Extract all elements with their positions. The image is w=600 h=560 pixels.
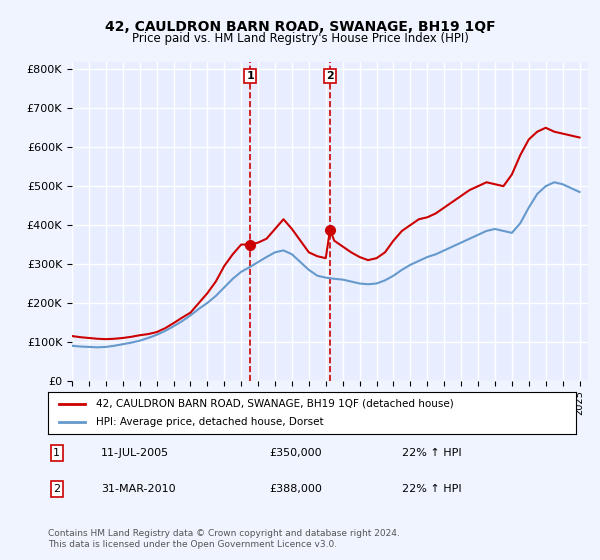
Text: Price paid vs. HM Land Registry's House Price Index (HPI): Price paid vs. HM Land Registry's House … (131, 32, 469, 45)
Text: Contains HM Land Registry data © Crown copyright and database right 2024.
This d: Contains HM Land Registry data © Crown c… (48, 529, 400, 549)
Text: 1: 1 (53, 448, 60, 458)
Text: 22% ↑ HPI: 22% ↑ HPI (402, 484, 461, 494)
Text: £388,000: £388,000 (270, 484, 323, 494)
Text: 42, CAULDRON BARN ROAD, SWANAGE, BH19 1QF: 42, CAULDRON BARN ROAD, SWANAGE, BH19 1Q… (104, 20, 496, 34)
Text: £350,000: £350,000 (270, 448, 322, 458)
Text: 1: 1 (246, 71, 254, 81)
Text: 2: 2 (326, 71, 334, 81)
Text: 11-JUL-2005: 11-JUL-2005 (101, 448, 169, 458)
Text: 22% ↑ HPI: 22% ↑ HPI (402, 448, 461, 458)
Text: 42, CAULDRON BARN ROAD, SWANAGE, BH19 1QF (detached house): 42, CAULDRON BARN ROAD, SWANAGE, BH19 1Q… (95, 399, 453, 409)
Text: HPI: Average price, detached house, Dorset: HPI: Average price, detached house, Dors… (95, 417, 323, 427)
Text: 31-MAR-2010: 31-MAR-2010 (101, 484, 175, 494)
Text: 2: 2 (53, 484, 61, 494)
